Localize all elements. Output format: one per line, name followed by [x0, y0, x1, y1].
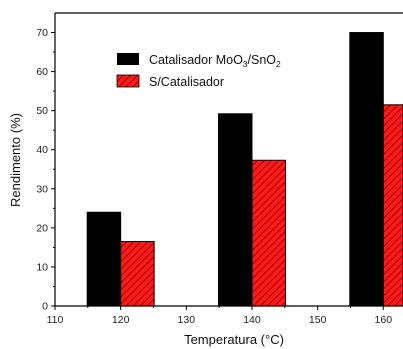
- y-axis-title: Rendimento (%): [8, 113, 23, 207]
- bar-s-catalisador: [251, 159, 286, 307]
- y-tick-label: 70: [36, 27, 48, 39]
- y-tick-label: 30: [36, 183, 48, 195]
- x-tick-label: 160: [375, 314, 393, 326]
- x-axis-title: Temperatura (°C): [184, 332, 284, 347]
- x-tick-label: 140: [243, 314, 261, 326]
- legend-swatch-s-catalisador: [116, 74, 140, 88]
- bar-catalisador: [86, 211, 122, 307]
- x-tick-label: 130: [178, 314, 196, 326]
- legend: Catalisador MoO3/SnO2 S/Catalisador: [116, 53, 281, 89]
- bar-catalisador: [349, 32, 384, 307]
- bar-s-catalisador: [382, 104, 403, 307]
- bar-s-catalisador: [120, 241, 155, 307]
- axis-ticks: [51, 32, 384, 310]
- y-tick-label: 0: [42, 301, 48, 313]
- x-tick-label: 120: [112, 314, 130, 326]
- bars: [86, 32, 403, 307]
- x-tick-label: 110: [47, 314, 64, 326]
- y-tick-label: 50: [36, 105, 48, 117]
- legend-label-s-catalisador: S/Catalisador: [149, 75, 224, 89]
- tick-labels: 0 10 20 30 40 50 60 70 110 120 130 140 150 160: [36, 27, 392, 326]
- legend-label-catalisador: Catalisador MoO3/SnO2: [149, 53, 281, 69]
- y-tick-label: 10: [36, 261, 48, 273]
- legend-swatch-catalisador: [117, 53, 139, 65]
- y-tick-label: 40: [36, 144, 48, 156]
- y-tick-label: 20: [36, 222, 48, 234]
- x-tick-label: 150: [309, 314, 327, 326]
- bar-catalisador: [217, 113, 253, 307]
- y-tick-label: 60: [36, 66, 48, 78]
